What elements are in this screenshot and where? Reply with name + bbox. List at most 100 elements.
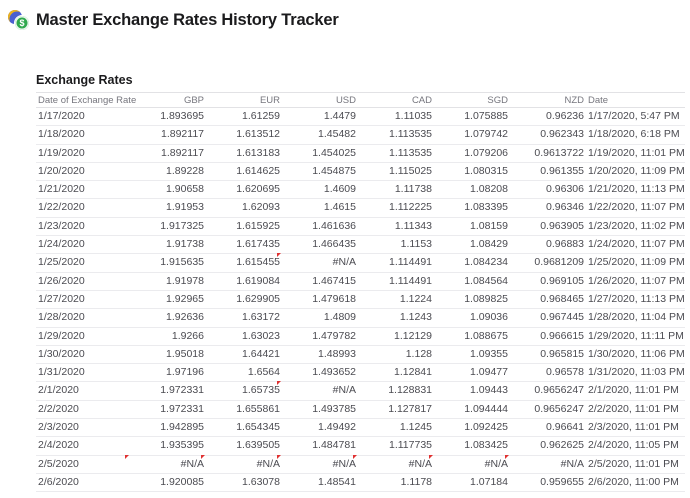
cell-date-of-exchange-rate[interactable]: 1/30/2020 xyxy=(36,345,128,365)
cell-usd[interactable]: 1.45482 xyxy=(280,125,356,145)
cell-nzd[interactable]: 0.963905 xyxy=(508,217,584,237)
cell-date[interactable]: 1/27/2020, 11:13 PM xyxy=(584,290,685,310)
cell-sgd[interactable]: 1.09477 xyxy=(432,363,508,383)
cell-sgd[interactable]: 1.079206 xyxy=(432,144,508,163)
cell-nzd[interactable]: 0.9681209 xyxy=(508,253,584,273)
cell-nzd[interactable]: 0.962625 xyxy=(508,436,584,456)
cell-usd[interactable]: 1.454025 xyxy=(280,144,356,163)
cell-eur[interactable]: 1.617435 xyxy=(204,235,280,255)
cell-sgd[interactable]: 1.09355 xyxy=(432,345,508,365)
cell-gbp[interactable]: 1.935395 xyxy=(128,436,204,456)
cell-sgd[interactable]: 1.08159 xyxy=(432,217,508,237)
cell-date-of-exchange-rate[interactable]: 1/23/2020 xyxy=(36,217,128,237)
cell-date-of-exchange-rate[interactable]: 1/22/2020 xyxy=(36,198,128,218)
cell-eur[interactable]: 1.613512 xyxy=(204,125,280,145)
cell-sgd[interactable]: 1.09036 xyxy=(432,308,508,328)
cell-sgd[interactable]: 1.079742 xyxy=(432,125,508,145)
table-row[interactable]: 1/23/2020 1.917325 1.615925 1.461636 1.11343… xyxy=(36,217,685,237)
cell-cad[interactable]: 1.1224 xyxy=(356,290,432,310)
cell-date[interactable]: 1/23/2020, 11:02 PM xyxy=(584,217,685,237)
table-row[interactable]: 1/18/2020 1.892117 1.613512 1.45482 1.113535… xyxy=(36,125,685,145)
cell-gbp[interactable]: 1.90658 xyxy=(128,180,204,200)
table-row[interactable]: 2/4/2020 1.935395 1.639505 1.484781 1.117735… xyxy=(36,436,685,456)
cell-date-of-exchange-rate[interactable]: 1/24/2020 xyxy=(36,235,128,255)
cell-sgd[interactable]: 1.083425 xyxy=(432,436,508,456)
cell-date[interactable]: 1/30/2020, 11:06 PM xyxy=(584,345,685,365)
cell-cad[interactable]: 1.11738 xyxy=(356,180,432,200)
cell-cad[interactable]: 1.113535 xyxy=(356,144,432,163)
cell-usd[interactable]: 1.461636 xyxy=(280,217,356,237)
table-row[interactable]: 1/20/2020 1.89228 1.614625 1.454875 1.115025… xyxy=(36,162,685,182)
cell-nzd[interactable]: 0.96641 xyxy=(508,418,584,438)
cell-cad[interactable]: 1.127817 xyxy=(356,400,432,420)
cell-usd[interactable]: 1.48993 xyxy=(280,345,356,365)
cell-gbp[interactable]: 1.892117 xyxy=(128,144,204,163)
cell-date-of-exchange-rate[interactable]: 1/29/2020 xyxy=(36,327,128,346)
table-row[interactable]: 1/28/2020 1.92636 1.63172 1.4809 1.1243 1.090… xyxy=(36,308,685,328)
cell-eur[interactable]: 1.61259 xyxy=(204,107,280,127)
cell-date-of-exchange-rate[interactable]: 2/3/2020 xyxy=(36,418,128,438)
cell-eur[interactable]: 1.63172 xyxy=(204,308,280,328)
table-row[interactable]: 1/22/2020 1.91953 1.62093 1.4615 1.112225 1.0… xyxy=(36,198,685,218)
cell-cad[interactable]: 1.114491 xyxy=(356,272,432,291)
cell-date-of-exchange-rate[interactable]: 2/1/2020 xyxy=(36,381,128,401)
column-header-usd[interactable]: USD xyxy=(280,92,356,108)
cell-cad[interactable]: 1.1243 xyxy=(356,308,432,328)
cell-usd[interactable]: 1.4479 xyxy=(280,107,356,127)
cell-usd[interactable]: 1.466435 xyxy=(280,235,356,255)
cell-sgd[interactable]: #N/A xyxy=(429,454,508,474)
cell-nzd[interactable]: 0.965815 xyxy=(508,345,584,365)
table-row[interactable]: 1/29/2020 1.9266 1.63023 1.479782 1.12129 1.0… xyxy=(36,327,685,346)
cell-date-of-exchange-rate[interactable]: 1/17/2020 xyxy=(36,107,128,127)
cell-date[interactable]: 1/28/2020, 11:04 PM xyxy=(584,308,685,328)
cell-nzd[interactable]: 0.96883 xyxy=(508,235,584,255)
cell-date[interactable]: 1/19/2020, 11:01 PM xyxy=(584,144,685,163)
cell-usd[interactable]: 1.467415 xyxy=(280,272,356,291)
table-row[interactable]: 2/2/2020 1.972331 1.655861 1.493785 1.127817… xyxy=(36,400,685,420)
cell-cad[interactable]: 1.1153 xyxy=(356,235,432,255)
cell-date-of-exchange-rate[interactable]: 1/18/2020 xyxy=(36,125,128,145)
cell-eur[interactable]: 1.6564 xyxy=(204,363,280,383)
cell-date-of-exchange-rate[interactable]: 2/6/2020 xyxy=(36,473,128,493)
cell-cad[interactable]: 1.12841 xyxy=(356,363,432,383)
cell-eur[interactable]: #N/A xyxy=(201,454,280,474)
cell-gbp[interactable]: 1.972331 xyxy=(128,381,204,401)
cell-cad[interactable]: 1.128 xyxy=(356,345,432,365)
cell-sgd[interactable]: 1.080315 xyxy=(432,162,508,182)
cell-nzd[interactable]: 0.9656247 xyxy=(508,400,584,420)
cell-date[interactable]: 1/25/2020, 11:09 PM xyxy=(584,253,685,273)
cell-nzd[interactable]: 0.9613722 xyxy=(508,144,584,163)
cell-sgd[interactable]: 1.07184 xyxy=(432,473,508,493)
cell-sgd[interactable]: 1.084564 xyxy=(432,272,508,291)
cell-date[interactable]: 2/1/2020, 11:01 PM xyxy=(584,381,685,401)
cell-sgd[interactable]: 1.092425 xyxy=(432,418,508,438)
cell-date[interactable]: 2/6/2020, 11:00 PM xyxy=(584,473,685,493)
cell-nzd[interactable]: 0.959655 xyxy=(508,473,584,493)
table-row[interactable]: 2/1/2020 1.972331 1.65735 #N/A 1.128831 1.094… xyxy=(36,381,685,401)
table-row[interactable]: 1/25/2020 1.915635 1.615455 #N/A 1.114491 1.0… xyxy=(36,253,685,273)
cell-gbp[interactable]: 1.920085 xyxy=(128,473,204,493)
cell-date-of-exchange-rate[interactable]: 1/31/2020 xyxy=(36,363,128,383)
cell-date[interactable]: 2/3/2020, 11:01 PM xyxy=(584,418,685,438)
cell-nzd[interactable]: #N/A xyxy=(505,454,584,474)
cell-eur[interactable]: 1.63078 xyxy=(204,473,280,493)
table-row[interactable]: 1/30/2020 1.95018 1.64421 1.48993 1.128 1.093… xyxy=(36,345,685,365)
cell-gbp[interactable]: 1.9266 xyxy=(128,327,204,346)
cell-usd[interactable]: 1.454875 xyxy=(280,162,356,182)
cell-date[interactable]: 2/4/2020, 11:05 PM xyxy=(584,436,685,456)
cell-gbp[interactable]: 1.917325 xyxy=(128,217,204,237)
cell-nzd[interactable]: 0.961355 xyxy=(508,162,584,182)
cell-eur[interactable]: 1.620695 xyxy=(204,180,280,200)
cell-date[interactable]: 1/31/2020, 11:03 PM xyxy=(584,363,685,383)
cell-date-of-exchange-rate[interactable]: 2/4/2020 xyxy=(36,436,128,456)
cell-eur[interactable]: 1.613183 xyxy=(204,144,280,163)
cell-usd[interactable]: 1.4615 xyxy=(280,198,356,218)
cell-nzd[interactable]: 0.968465 xyxy=(508,290,584,310)
cell-eur[interactable]: 1.655861 xyxy=(204,400,280,420)
cell-date-of-exchange-rate[interactable]: 1/27/2020 xyxy=(36,290,128,310)
cell-eur[interactable]: 1.629905 xyxy=(204,290,280,310)
cell-gbp[interactable]: 1.91953 xyxy=(128,198,204,218)
cell-usd[interactable]: 1.479618 xyxy=(280,290,356,310)
cell-sgd[interactable]: 1.089825 xyxy=(432,290,508,310)
column-header-date-of-exchange-rate[interactable]: Date of Exchange Rate xyxy=(36,92,137,108)
